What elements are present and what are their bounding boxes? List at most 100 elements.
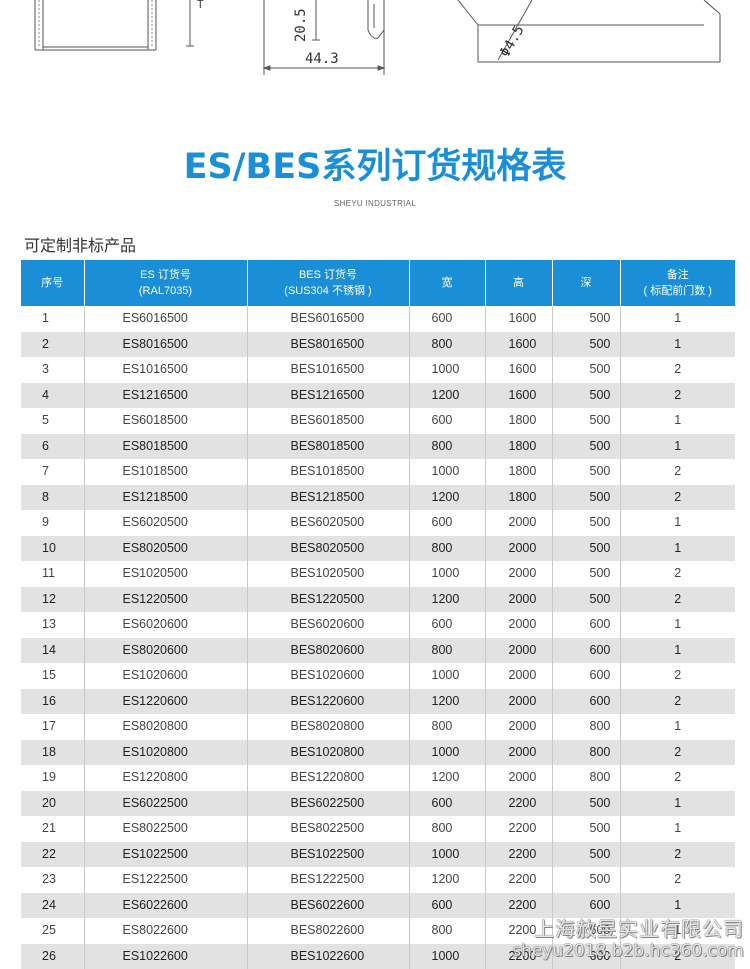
page-title: ES/BES系列订货规格表 <box>0 138 750 189</box>
row-index: 20 <box>21 791 84 817</box>
es-order-number: ES6016500 <box>84 306 247 332</box>
door-count: 1 <box>620 510 735 536</box>
column-header-label: BES 订货号 <box>248 267 409 283</box>
door-count: 2 <box>620 689 735 715</box>
height-value: 2000 <box>485 510 552 536</box>
door-count: 2 <box>620 740 735 766</box>
height-value: 2000 <box>485 740 552 766</box>
height-value: 2000 <box>485 561 552 587</box>
depth-value: 800 <box>552 740 620 766</box>
bes-order-number: BES1016500 <box>247 357 409 383</box>
row-index: 23 <box>21 867 84 893</box>
bes-order-number: BES8016500 <box>247 332 409 358</box>
width-value: 800 <box>409 434 485 460</box>
es-order-number: ES1020800 <box>84 740 247 766</box>
door-count: 1 <box>620 638 735 664</box>
watermark-url: sheyu2018.b2b.hc360.com <box>512 940 744 962</box>
es-order-number: ES6022500 <box>84 791 247 817</box>
depth-value: 500 <box>552 842 620 868</box>
depth-value: 500 <box>552 485 620 511</box>
column-header: 高 <box>485 260 552 306</box>
width-value: 800 <box>409 918 485 944</box>
bes-order-number: BES6022600 <box>247 893 409 919</box>
es-order-number: ES6018500 <box>84 408 247 434</box>
height-value: 1600 <box>485 306 552 332</box>
height-value: 2200 <box>485 893 552 919</box>
height-value: 1800 <box>485 434 552 460</box>
depth-value: 500 <box>552 459 620 485</box>
column-header: BES 订货号(SUS304 不锈钢 ) <box>247 260 409 306</box>
bes-order-number: BES1020600 <box>247 663 409 689</box>
row-index: 5 <box>21 408 84 434</box>
es-order-number: ES1022600 <box>84 944 247 969</box>
height-value: 2200 <box>485 867 552 893</box>
door-count: 1 <box>620 791 735 817</box>
width-value: 600 <box>409 408 485 434</box>
depth-value: 600 <box>552 663 620 689</box>
bes-order-number: BES8022500 <box>247 816 409 842</box>
height-value: 2000 <box>485 638 552 664</box>
row-index: 24 <box>21 893 84 919</box>
height-value: 1800 <box>485 408 552 434</box>
height-value: 1800 <box>485 459 552 485</box>
door-count: 2 <box>620 867 735 893</box>
height-value: 1600 <box>485 383 552 409</box>
door-count: 1 <box>620 714 735 740</box>
door-count: 2 <box>620 485 735 511</box>
row-index: 1 <box>21 306 84 332</box>
es-order-number: ES8020800 <box>84 714 247 740</box>
depth-value: 500 <box>552 306 620 332</box>
depth-value: 600 <box>552 689 620 715</box>
depth-value: 500 <box>552 434 620 460</box>
width-value: 1200 <box>409 689 485 715</box>
brand-subtitle: SHEYU INDUSTRIAL <box>0 199 750 208</box>
door-count: 2 <box>620 842 735 868</box>
bes-order-number: BES1022500 <box>247 842 409 868</box>
bes-order-number: BES1222500 <box>247 867 409 893</box>
row-index: 3 <box>21 357 84 383</box>
row-index: 8 <box>21 485 84 511</box>
bes-order-number: BES8020600 <box>247 638 409 664</box>
column-header-sublabel: (SUS304 不锈钢 ) <box>248 283 409 299</box>
door-count: 2 <box>620 561 735 587</box>
bes-order-number: BES6020600 <box>247 612 409 638</box>
door-count: 1 <box>620 816 735 842</box>
column-header-sublabel: ( 标配前门数 ) <box>621 283 736 299</box>
row-index: 7 <box>21 459 84 485</box>
watermark-company: 上海赦昱实业有限公司 <box>512 918 744 940</box>
depth-value: 500 <box>552 357 620 383</box>
bes-order-number: BES6018500 <box>247 408 409 434</box>
bes-order-number: BES6020500 <box>247 510 409 536</box>
width-value: 800 <box>409 332 485 358</box>
door-count: 1 <box>620 612 735 638</box>
bes-order-number: BES6016500 <box>247 306 409 332</box>
column-header-sublabel: (RAL7035) <box>85 283 247 299</box>
width-value: 1200 <box>409 587 485 613</box>
bes-order-number: BES1020500 <box>247 561 409 587</box>
width-value: 1000 <box>409 561 485 587</box>
depth-value: 500 <box>552 536 620 562</box>
es-order-number: ES1016500 <box>84 357 247 383</box>
row-index: 14 <box>21 638 84 664</box>
row-index: 18 <box>21 740 84 766</box>
row-index: 17 <box>21 714 84 740</box>
bes-order-number: BES8018500 <box>247 434 409 460</box>
depth-value: 600 <box>552 638 620 664</box>
width-value: 600 <box>409 306 485 332</box>
width-value: 1000 <box>409 740 485 766</box>
depth-value: 500 <box>552 561 620 587</box>
row-index: 4 <box>21 383 84 409</box>
depth-value: 600 <box>552 893 620 919</box>
